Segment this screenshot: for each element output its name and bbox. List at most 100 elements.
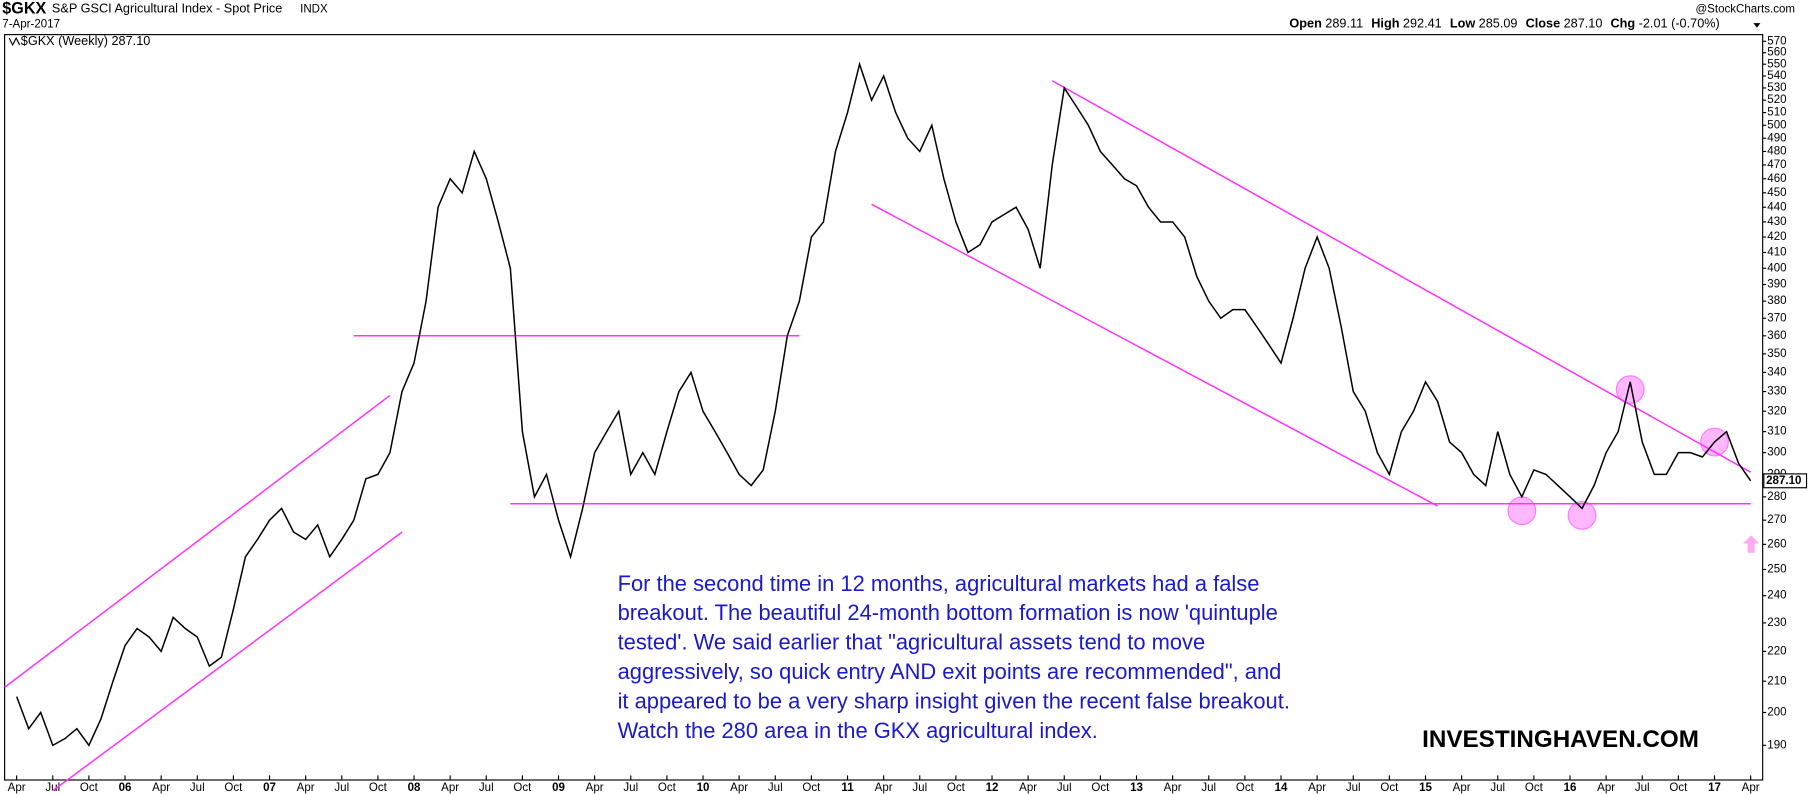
y-tick-label: 370 xyxy=(1767,312,1786,324)
x-tick-label: 12 xyxy=(986,782,999,794)
y-tick-label: 350 xyxy=(1767,348,1786,360)
x-tick-label: Jul xyxy=(1201,782,1216,794)
quote-value: 285.09 xyxy=(1479,17,1518,31)
x-tick-label: Jul xyxy=(623,782,638,794)
highlight xyxy=(1567,501,1597,530)
x-tick-label: Jul xyxy=(912,782,927,794)
last-price-label: 287.10 xyxy=(1766,475,1801,487)
x-tick-label: Oct xyxy=(1669,782,1688,794)
x-tick-label: Oct xyxy=(1525,782,1544,794)
credit: @StockCharts.com xyxy=(1695,3,1795,15)
y-tick-label: 500 xyxy=(1767,119,1786,131)
x-tick-label: 06 xyxy=(119,782,132,794)
y-tick-label: 330 xyxy=(1767,386,1786,398)
highlight xyxy=(1615,375,1645,405)
quote-label: Open xyxy=(1289,17,1321,31)
x-tick-label: Jul xyxy=(1635,782,1650,794)
y-tick-label: 490 xyxy=(1767,132,1786,144)
x-tick-label: Apr xyxy=(152,782,170,794)
x-tick-label: Oct xyxy=(802,782,821,794)
x-tick-label: Apr xyxy=(1019,782,1037,794)
y-tick-label: 480 xyxy=(1767,146,1786,158)
x-tick-label: Apr xyxy=(441,782,459,794)
x-tick-label: Oct xyxy=(1091,782,1110,794)
annotation-line: tested'. We said earlier that "agricultu… xyxy=(618,630,1206,655)
chart-title: S&P GSCI Agricultural Index - Spot Price xyxy=(52,2,282,16)
symbol: $GKX xyxy=(2,0,46,17)
x-tick-label: Jul xyxy=(1346,782,1361,794)
x-tick-label: Apr xyxy=(730,782,748,794)
x-tick-label: Apr xyxy=(1597,782,1615,794)
y-tick-label: 510 xyxy=(1767,107,1786,119)
x-tick-label: 17 xyxy=(1708,782,1721,794)
y-tick-label: 420 xyxy=(1767,231,1786,243)
annotation-line: aggressively, so quick entry AND exit po… xyxy=(618,659,1282,684)
annotation: For the second time in 12 months, agricu… xyxy=(618,571,1290,743)
y-tick-label: 400 xyxy=(1767,262,1786,274)
x-tick-label: 10 xyxy=(697,782,710,794)
trendline xyxy=(4,394,391,688)
annotation-line: For the second time in 12 months, agricu… xyxy=(618,571,1260,596)
x-tick-label: Jul xyxy=(45,782,60,794)
y-tick-label: 250 xyxy=(1767,564,1786,576)
x-tick-label: Apr xyxy=(586,782,604,794)
legend: $GKX (Weekly) 287.10 xyxy=(21,34,151,48)
y-tick-label: 210 xyxy=(1767,675,1786,687)
x-tick-label: Oct xyxy=(947,782,966,794)
highlight xyxy=(1507,496,1537,526)
y-tick-label: 450 xyxy=(1767,187,1786,199)
annotation-line: Watch the 280 area in the GKX agricultur… xyxy=(618,718,1098,743)
y-tick-label: 460 xyxy=(1767,173,1786,185)
y-tick-label: 280 xyxy=(1767,491,1786,503)
x-tick-label: Apr xyxy=(875,782,893,794)
x-tick-label: Jul xyxy=(479,782,494,794)
x-tick-label: Oct xyxy=(224,782,243,794)
x-tick-label: 13 xyxy=(1130,782,1143,794)
x-tick-label: Oct xyxy=(369,782,388,794)
y-tick-label: 340 xyxy=(1767,366,1786,378)
exchange: INDX xyxy=(300,3,328,15)
trendline xyxy=(871,203,1438,507)
y-tick-label: 440 xyxy=(1767,201,1786,213)
trendline xyxy=(1051,80,1751,473)
x-tick-label: 14 xyxy=(1275,782,1288,794)
quote-label: Low xyxy=(1450,17,1476,31)
arrow xyxy=(1743,535,1760,553)
x-tick-label: 15 xyxy=(1419,782,1432,794)
x-tick-label: Jul xyxy=(334,782,349,794)
x-tick-label: Apr xyxy=(297,782,315,794)
y-tick-label: 310 xyxy=(1767,426,1786,438)
x-tick-label: 07 xyxy=(263,782,276,794)
x-tick-label: Oct xyxy=(1236,782,1255,794)
quote-label: High xyxy=(1371,17,1399,31)
x-tick-label: 09 xyxy=(552,782,565,794)
y-tick-label: 430 xyxy=(1767,216,1786,228)
y-tick-label: 200 xyxy=(1767,707,1786,719)
y-tick-label: 550 xyxy=(1767,58,1786,70)
y-tick-label: 240 xyxy=(1767,590,1786,602)
legend-icon xyxy=(8,36,21,47)
y-tick-label: 230 xyxy=(1767,617,1786,629)
x-tick-label: 11 xyxy=(841,782,854,794)
price-line xyxy=(15,61,1752,747)
y-tick-label: 410 xyxy=(1767,247,1786,259)
y-tick-label: 220 xyxy=(1767,645,1786,657)
last-price-box xyxy=(1763,473,1808,489)
trendline xyxy=(52,531,403,792)
quote: Open 289.11 High 292.41 Low 285.09 Close 287.10… xyxy=(1289,17,1719,31)
x-tick-label: Oct xyxy=(658,782,677,794)
y-tick-label: 300 xyxy=(1767,447,1786,459)
annotation-line: it appeared to be a very sharp insight g… xyxy=(618,688,1290,713)
y-tick-label: 470 xyxy=(1767,159,1786,171)
y-tick-label: 320 xyxy=(1767,405,1786,417)
date: 7-Apr-2017 xyxy=(2,18,60,30)
x-tick-label: Apr xyxy=(1742,782,1760,794)
y-tick-label: 560 xyxy=(1767,47,1786,59)
y-tick-label: 260 xyxy=(1767,538,1786,550)
dropdown-arrow xyxy=(1753,23,1761,28)
quote-value: 287.10 xyxy=(1564,17,1603,31)
x-tick-label: Apr xyxy=(1308,782,1326,794)
y-tick-label: 570 xyxy=(1767,35,1786,47)
